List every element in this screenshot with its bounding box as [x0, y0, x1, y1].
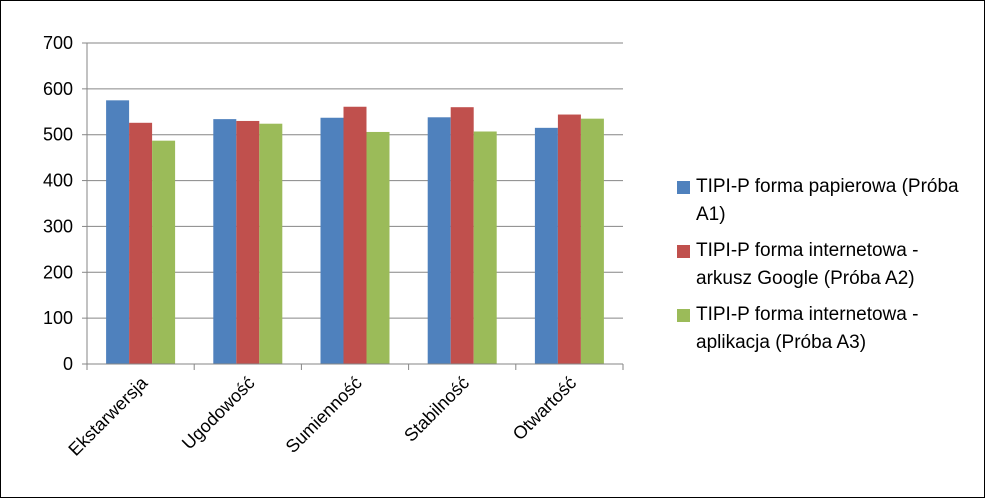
y-tick-label: 300 [43, 216, 73, 236]
legend-label-a3: TIPI-P forma internetowa - aplikacja (Pr… [696, 304, 919, 353]
legend-item-a1: TIPI-P forma papierowa (Próba A1) [677, 173, 977, 229]
y-tick-label: 100 [43, 308, 73, 328]
bar-ekstarwersja-series-3 [152, 140, 176, 364]
x-tick-label: Otwartość [509, 373, 580, 444]
bar-ekstarwersja-series-1 [106, 100, 130, 365]
bar-ugodowość-series-3 [259, 123, 283, 364]
legend-item-a3: TIPI-P forma internetowa - aplikacja (Pr… [677, 301, 977, 357]
bar-otwartość-series-2 [557, 114, 581, 364]
bars [106, 100, 604, 365]
bar-ugodowość-series-2 [236, 120, 260, 364]
y-tick-label: 500 [43, 125, 73, 145]
bar-stabilność-series-2 [450, 107, 474, 364]
y-tick-label: 700 [43, 33, 73, 53]
y-tick-label: 600 [43, 79, 73, 99]
legend-swatch-a1 [677, 181, 690, 194]
bar-stabilność-series-1 [427, 117, 451, 364]
legend-item-a2: TIPI-P forma internetowa - arkusz Google… [677, 237, 977, 293]
bar-sumienność-series-1 [320, 117, 344, 364]
legend: TIPI-P forma papierowa (Próba A1) TIPI-P… [677, 173, 977, 365]
bar-ugodowość-series-1 [213, 119, 237, 364]
bar-sumienność-series-3 [366, 131, 390, 364]
bar-stabilność-series-3 [473, 131, 497, 364]
x-tick-label: Ekstarwersja [64, 372, 152, 460]
bar-ekstarwersja-series-2 [129, 122, 153, 364]
x-tick-label: Stabilność [400, 373, 473, 446]
y-tick-label: 400 [43, 171, 73, 191]
x-tick-label: Sumienność [282, 373, 366, 457]
bar-otwartość-series-3 [580, 118, 604, 365]
legend-swatch-a2 [677, 245, 690, 258]
legend-swatch-a3 [677, 309, 690, 322]
x-tick-label: Ugodowość [178, 373, 259, 454]
y-tick-label: 0 [63, 354, 73, 374]
y-tick-label: 200 [43, 262, 73, 282]
legend-label-a1: TIPI-P forma papierowa (Próba A1) [696, 176, 959, 225]
legend-label-a2: TIPI-P forma internetowa - arkusz Google… [696, 240, 919, 289]
bar-sumienność-series-2 [343, 106, 367, 365]
bar-otwartość-series-1 [534, 127, 558, 364]
